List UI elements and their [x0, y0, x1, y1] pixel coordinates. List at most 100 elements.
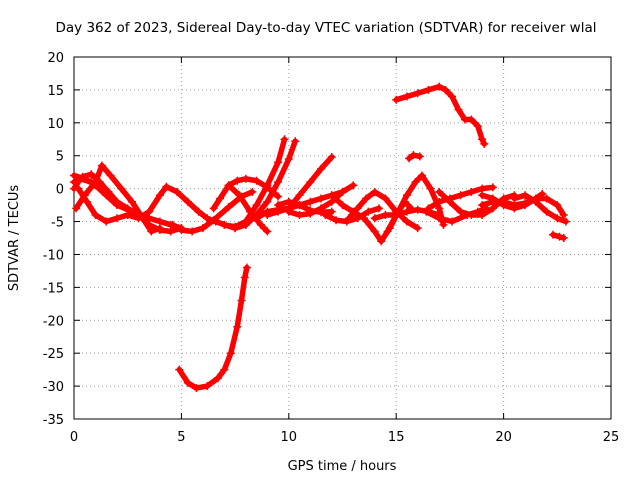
data-point — [233, 322, 242, 331]
data-point — [274, 201, 283, 210]
data-point — [177, 226, 186, 235]
data-point — [216, 194, 225, 203]
data-point — [102, 217, 111, 226]
data-point — [76, 174, 85, 183]
x-tick-label: 10 — [281, 430, 298, 445]
data-point — [435, 187, 444, 196]
data-point — [226, 349, 235, 358]
data-point — [445, 197, 454, 206]
data-point — [413, 89, 422, 98]
data-point — [448, 217, 457, 226]
data-point — [295, 201, 304, 210]
data-point — [478, 201, 487, 210]
data-point — [521, 191, 530, 200]
data-point — [392, 210, 401, 219]
data-point — [553, 214, 562, 223]
data-point — [510, 194, 519, 203]
chart-title: Day 362 of 2023, Sidereal Day-to-day VTE… — [56, 20, 597, 36]
y-tick-label: 15 — [47, 84, 64, 99]
data-point — [233, 176, 242, 185]
data-point — [155, 224, 164, 233]
data-point — [87, 170, 96, 179]
data-point — [417, 171, 426, 180]
data-point — [405, 154, 414, 163]
data-point — [91, 210, 100, 219]
y-tick-label: -25 — [43, 347, 64, 362]
data-point — [127, 197, 136, 206]
data-point — [155, 191, 164, 200]
data-point — [263, 197, 272, 206]
data-point — [402, 191, 411, 200]
x-tick-label: 0 — [70, 430, 78, 445]
data-point — [240, 273, 249, 282]
x-axis-label: GPS time / hours — [288, 459, 397, 474]
data-point — [274, 158, 283, 167]
data-point — [134, 214, 143, 223]
data-point — [97, 161, 106, 170]
data-point — [353, 214, 362, 223]
data-point — [194, 207, 203, 216]
data-point — [402, 207, 411, 216]
data-point — [377, 237, 386, 246]
data-point — [198, 224, 207, 233]
axis-ticks: 0 5 10 15 20 25 20 15 10 5 0 -5 -10 -15 -20 -25 -30 -35 — [43, 51, 620, 445]
data-point — [467, 187, 476, 196]
y-tick-label: 0 — [56, 183, 64, 198]
series-arc-27 — [393, 83, 488, 147]
data-point — [241, 174, 250, 183]
data-point — [104, 187, 113, 196]
data-point — [413, 205, 422, 214]
data-point — [375, 204, 384, 213]
data-point — [415, 152, 424, 161]
data-point — [411, 178, 420, 187]
data-point — [499, 201, 508, 210]
data-point — [338, 201, 347, 210]
y-tick-label: -20 — [43, 314, 64, 329]
data-point — [463, 210, 472, 219]
data-point — [242, 263, 251, 272]
data-point — [478, 191, 487, 200]
data-point — [252, 201, 261, 210]
data-point — [106, 171, 115, 180]
data-point — [441, 85, 450, 94]
data-point — [456, 207, 465, 216]
data-point — [284, 155, 293, 164]
data-point — [424, 85, 433, 94]
data-point — [183, 378, 192, 387]
data-point — [112, 214, 121, 223]
data-point — [385, 224, 394, 233]
data-point — [209, 216, 218, 225]
y-tick-label: -30 — [43, 380, 64, 395]
data-point — [435, 82, 444, 91]
y-tick-label: 20 — [47, 51, 64, 66]
data-point — [188, 227, 197, 236]
data-point — [237, 296, 246, 305]
data-point — [306, 206, 315, 215]
y-tick-label: 10 — [47, 117, 64, 132]
data-point — [203, 214, 212, 223]
data-point — [284, 197, 293, 206]
data-point — [510, 204, 519, 213]
data-point — [327, 153, 336, 162]
data-point — [448, 92, 457, 101]
y-axis-label: SDTVAR / TECUs — [7, 185, 22, 292]
data-point — [549, 230, 558, 239]
data-point — [409, 151, 418, 160]
data-point — [488, 183, 497, 192]
data-point — [87, 178, 96, 187]
data-point — [145, 207, 154, 216]
data-point — [422, 207, 431, 216]
y-tick-label: -5 — [51, 216, 64, 231]
data-point — [344, 214, 353, 223]
data-point — [117, 184, 126, 193]
data-point — [327, 191, 336, 200]
data-point — [555, 232, 564, 241]
y-tick-label: -15 — [43, 281, 64, 296]
data-point — [392, 95, 401, 104]
data-point — [531, 194, 540, 203]
data-point — [542, 194, 551, 203]
data-point — [327, 207, 336, 216]
data-point — [559, 234, 568, 242]
data-point — [370, 227, 379, 236]
